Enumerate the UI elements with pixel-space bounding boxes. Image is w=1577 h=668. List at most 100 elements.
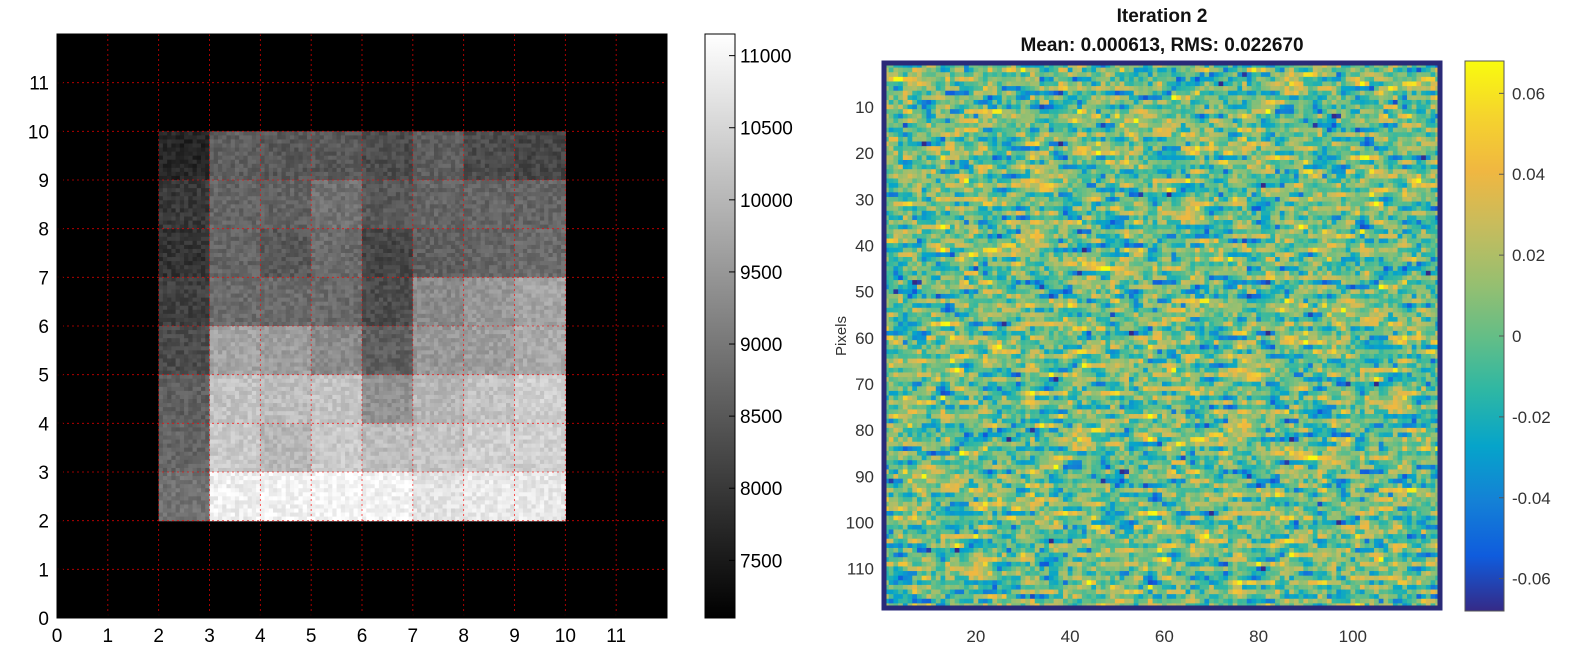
left-heatmap-cell [247,293,253,299]
left-heatmap-cell [298,281,304,287]
left-heatmap-cell [391,248,397,254]
left-heatmap-cell [501,188,507,193]
left-heatmap-cell [281,244,287,250]
left-heatmap-cell [273,350,278,355]
left-heatmap-cell [217,188,223,193]
left-heatmap-cell [353,305,359,311]
left-heatmap-cell [311,240,317,246]
left-heatmap-cell [535,216,541,222]
left-heatmap-cell [264,163,270,169]
left-heatmap-cell [480,313,486,319]
left-heatmap-cell [162,326,168,331]
left-heatmap-cell [561,163,566,169]
left-heatmap-cell [328,240,333,246]
left-heatmap-cell [336,321,342,327]
left-heatmap-cell [366,301,372,307]
left-heatmap-cell [175,309,181,315]
left-heatmap-cell [400,135,405,141]
left-heatmap-cell [332,131,338,136]
left-heatmap-cell [289,180,295,185]
left-heatmap-cell [264,188,270,193]
left-heatmap-cell [455,301,461,307]
left-heatmap-cell [434,240,439,246]
left-heatmap-cell [535,175,541,181]
left-heatmap-cell [188,216,194,222]
left-heatmap-cell [544,180,549,185]
left-heatmap-cell [264,273,270,278]
left-heatmap-cell [213,232,219,238]
left-heatmap-cell [561,313,566,319]
left-heatmap-cell [209,159,215,165]
left-heatmap-cell [484,184,490,189]
left-heatmap-cell [285,297,291,303]
left-heatmap-cell [306,240,312,246]
left-heatmap-cell [374,317,380,323]
left-heatmap-cell [188,257,194,262]
left-heatmap-cell [404,200,410,205]
left-heatmap-cell [412,321,418,327]
left-heatmap-cell [429,188,435,193]
left-heatmap-cell [289,196,295,201]
left-heatmap-cell [552,293,558,299]
left-heatmap-cell [476,204,482,209]
left-heatmap-cell [556,297,562,303]
left-heatmap-cell [370,317,376,323]
left-heatmap-cell [387,212,393,218]
left-heatmap-cell [213,342,219,347]
left-heatmap-cell [323,248,329,254]
left-heatmap-cell [514,301,520,307]
left-heatmap-cell [463,228,469,234]
left-heatmap-cell [217,155,223,161]
left-heatmap-cell [387,321,393,327]
left-heatmap-cell [489,135,494,141]
left-heatmap-cell [336,240,342,246]
left-heatmap-cell [476,248,482,254]
left-heatmap-cell [387,139,393,145]
left-heatmap-cell [209,236,215,242]
left-heatmap-cell [400,285,405,291]
left-heatmap-cell [463,155,469,161]
left-heatmap-cell [281,200,287,205]
left-heatmap-cell [162,293,168,299]
left-heatmap-cell [226,159,232,165]
left-heatmap-cell [417,236,422,242]
left-heatmap-cell [455,232,461,238]
left-heatmap-cell [467,188,473,193]
left-heatmap-cell [192,281,198,287]
left-heatmap-cell [277,151,283,157]
left-heatmap-cell [302,180,308,185]
left-heatmap-cell [230,358,236,364]
left-heatmap-cell [378,175,384,181]
left-heatmap-cell [336,216,342,222]
left-heatmap-cell [417,293,422,299]
left-heatmap-cell [268,155,274,161]
left-heatmap-cell [429,167,435,173]
left-heatmap-cell [188,232,194,238]
left-heatmap-cell [349,301,355,307]
left-heatmap-cell [264,309,270,315]
left-heatmap-cell [175,155,181,161]
left-heatmap-cell [247,253,253,258]
left-heatmap-cell [243,232,249,238]
left-heatmap-cell [289,143,295,149]
left-heatmap-cell [328,192,333,197]
left-heatmap-cell [234,338,240,343]
left-heatmap-cell [196,220,202,226]
left-heatmap-cell [391,305,397,311]
left-heatmap-cell [383,192,389,197]
left-heatmap-cell [230,151,236,157]
left-heatmap-cell [378,167,384,173]
left-heatmap-cell [374,305,380,311]
left-heatmap-cell [179,289,185,295]
left-heatmap-cell [201,216,206,222]
left-heatmap-cell [535,309,541,315]
left-heatmap-cell [268,289,274,295]
left-heatmap-cell [378,232,384,238]
left-heatmap-cell [417,155,422,161]
left-heatmap-cell [353,175,359,181]
left-heatmap-cell [450,240,456,246]
left-heatmap-cell [434,159,439,165]
left-heatmap-cell [158,289,164,295]
left-heatmap-cell [506,188,511,193]
left-heatmap-cell [374,175,380,181]
